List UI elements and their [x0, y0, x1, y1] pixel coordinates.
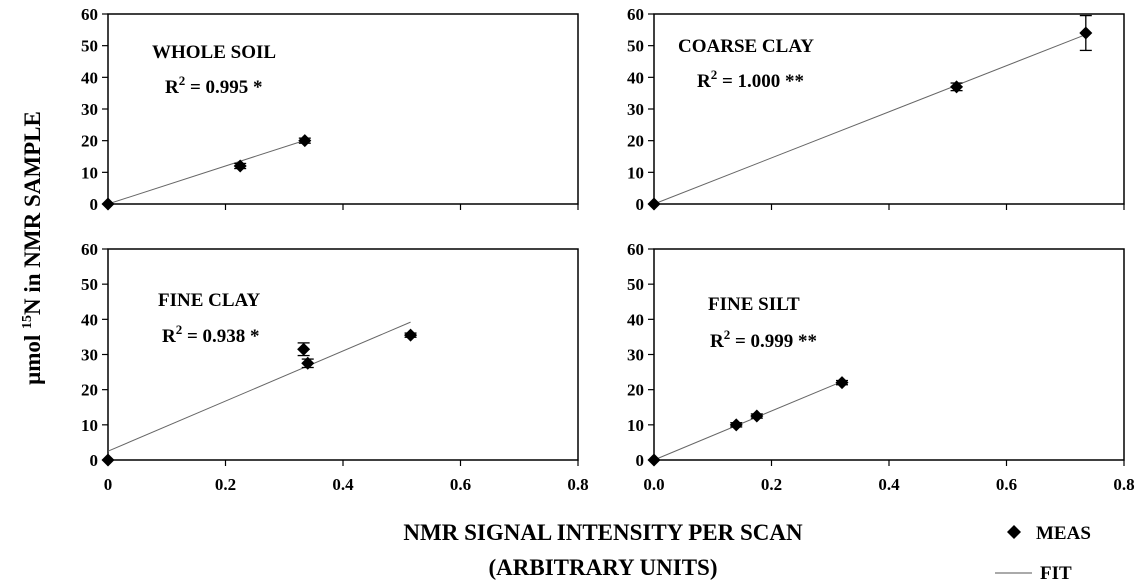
data-point	[298, 134, 312, 148]
x-tick-label: 0.4	[332, 475, 354, 494]
y-tick-label: 30	[81, 346, 98, 365]
x-tick-label: 0.8	[567, 475, 588, 494]
fit-line	[107, 321, 411, 452]
r-squared-sup: 2	[179, 73, 186, 88]
y-tick-label: 40	[81, 68, 98, 87]
panel-3: 0 10 20 30 40 50 60 0 0.2 0.4 0.6 0.8 FINE CLAY R2 = …	[81, 240, 589, 494]
y-axis-label-prefix: μmol	[20, 329, 45, 385]
y-tick-label: 20	[627, 132, 644, 151]
y-tick-label: 60	[81, 240, 98, 259]
y-tick-label: 0	[636, 195, 645, 214]
data-point	[101, 453, 115, 467]
r-squared-prefix: R	[710, 331, 724, 352]
y-tick-label: 60	[627, 240, 644, 259]
y-tick-label: 50	[81, 37, 98, 56]
r-squared-prefix: R	[165, 77, 179, 98]
y-tick-label: 10	[627, 416, 644, 435]
r-squared-label: R2 = 0.999 **	[710, 327, 817, 352]
data-point	[750, 409, 764, 423]
x-axis-label-line1: NMR SIGNAL INTENSITY PER SCAN	[403, 520, 803, 545]
r-squared-prefix: R	[162, 326, 176, 347]
y-tick-label: 50	[627, 275, 644, 294]
r-squared-label: R2 = 0.938 *	[162, 322, 260, 347]
r-squared-sup: 2	[176, 322, 183, 337]
plot-frame	[653, 248, 1125, 461]
panel-2: 0 10 20 30 40 50 60 COARSE CLAY R2 = 1.000 **	[627, 5, 1125, 214]
y-tick-label: 10	[81, 163, 98, 182]
panel-1: 0 10 20 30 40 50 60 WHOLE SOIL R2 = 0.995 *	[81, 5, 579, 214]
data-point	[404, 328, 418, 342]
legend-meas-marker	[1007, 525, 1021, 539]
r-squared-value: = 0.999 **	[730, 331, 817, 352]
x-axis-label-line2: (ARBITRARY UNITS)	[488, 555, 717, 580]
y-tick-label: 50	[627, 37, 644, 56]
r-squared-value: = 0.938 *	[182, 326, 259, 347]
y-axis-label: μmol 15N in NMR SAMPLE	[20, 111, 45, 385]
r-squared-prefix: R	[697, 71, 711, 92]
panel-4: 0 10 20 30 40 50 60 0.0 0.2 0.4 0.6 0.8 FINE SILT R2 …	[627, 240, 1135, 494]
fit-line	[653, 381, 843, 461]
y-axis-label-sup: 15	[20, 315, 35, 329]
y-tick-label: 0	[636, 451, 645, 470]
panel-title: FINE SILT	[708, 294, 800, 315]
x-tick-label: 0.6	[450, 475, 471, 494]
x-tick-label: 0.4	[878, 475, 900, 494]
panel-title: FINE CLAY	[158, 290, 261, 311]
legend-meas-label: MEAS	[1036, 523, 1091, 544]
y-tick-label: 30	[627, 100, 644, 119]
r-squared-label: R2 = 0.995 *	[165, 73, 263, 98]
y-tick-label: 40	[627, 68, 644, 87]
y-tick-label: 10	[627, 163, 644, 182]
y-tick-label: 20	[627, 381, 644, 400]
r-squared-sup: 2	[724, 327, 731, 342]
panel-title: COARSE CLAY	[678, 36, 814, 57]
y-tick-label: 50	[81, 275, 98, 294]
x-tick-label: 0	[104, 475, 113, 494]
data-point	[647, 197, 661, 211]
data-point	[1079, 26, 1093, 40]
data-point	[729, 418, 743, 432]
data-point	[835, 376, 849, 390]
legend-fit-label: FIT	[1040, 563, 1072, 581]
r-squared-label: R2 = 1.000 **	[697, 67, 804, 92]
y-tick-label: 0	[90, 195, 99, 214]
fit-line	[653, 34, 1086, 205]
y-tick-label: 20	[81, 132, 98, 151]
x-tick-label: 0.0	[643, 475, 664, 494]
x-tick-label: 0.6	[996, 475, 1017, 494]
y-tick-label: 40	[81, 310, 98, 329]
y-tick-label: 30	[627, 346, 644, 365]
data-point	[301, 356, 315, 370]
r-squared-sup: 2	[711, 67, 718, 82]
data-point	[233, 159, 247, 173]
y-tick-label: 30	[81, 100, 98, 119]
y-tick-label: 60	[81, 5, 98, 24]
data-point	[297, 342, 311, 356]
y-tick-label: 40	[627, 310, 644, 329]
y-tick-label: 10	[81, 416, 98, 435]
y-tick-label: 20	[81, 381, 98, 400]
r-squared-value: = 0.995 *	[185, 77, 262, 98]
y-axis-label-suffix: N in NMR SAMPLE	[20, 111, 45, 315]
data-point	[647, 453, 661, 467]
x-tick-label: 0.2	[215, 475, 236, 494]
x-tick-label: 0.8	[1113, 475, 1134, 494]
legend: MEAS FIT	[995, 523, 1091, 581]
y-tick-label: 60	[627, 5, 644, 24]
data-point	[950, 80, 964, 94]
plot-frame	[107, 248, 579, 461]
data-point	[101, 197, 115, 211]
fit-line	[107, 139, 305, 205]
r-squared-value: = 1.000 **	[717, 71, 804, 92]
y-tick-label: 0	[90, 451, 99, 470]
x-tick-label: 0.2	[761, 475, 782, 494]
panel-title: WHOLE SOIL	[152, 42, 276, 63]
